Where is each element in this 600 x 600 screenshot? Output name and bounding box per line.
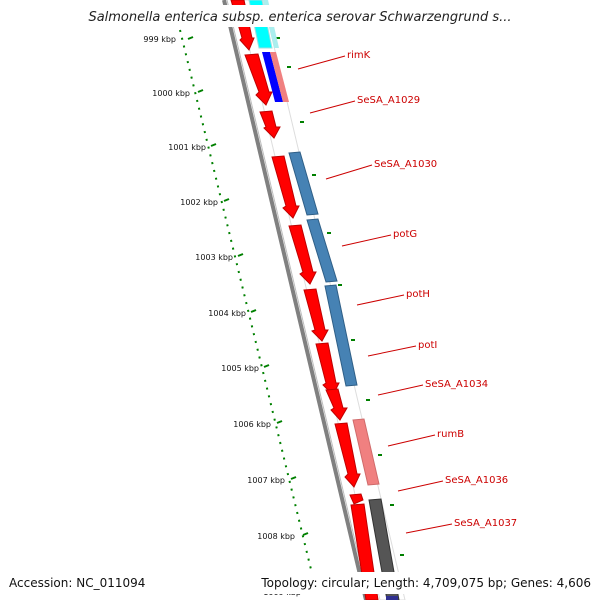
gene-label: SeSA_A1036 xyxy=(445,475,508,486)
gene-label: rimK xyxy=(347,50,371,61)
kbp-tick-label: 1007 kbp xyxy=(247,476,285,485)
steel-blue-feature xyxy=(288,151,319,216)
gene-arrow xyxy=(271,155,300,219)
label-leader-group xyxy=(297,55,453,534)
blue-feature xyxy=(262,52,283,102)
gene-label-group: rimK SeSA_A1029 SeSA_A1030 potG potH pot… xyxy=(347,50,517,529)
topology-text: Topology: circular; Length: 4,709,075 bp… xyxy=(260,576,591,590)
kbp-axis xyxy=(179,29,317,591)
kbp-tick-label: 999 kbp xyxy=(143,35,176,44)
gene-arrow xyxy=(349,493,364,505)
gene-label: potI xyxy=(418,340,437,351)
gene-label: SeSA_A1030 xyxy=(374,159,437,170)
gene-label: SeSA_A1034 xyxy=(425,379,488,390)
map-title: Salmonella enterica subsp. enterica sero… xyxy=(88,10,511,25)
kbp-tick-label: 1000 kbp xyxy=(152,89,190,98)
gene-arrow-group xyxy=(230,0,379,600)
gene-arrow xyxy=(259,110,281,139)
gene-arrow xyxy=(303,288,329,342)
light-red-feature xyxy=(352,418,380,486)
gene-label: SeSA_A1029 xyxy=(357,95,420,106)
gene-arrow xyxy=(288,224,317,285)
light-red-feature xyxy=(270,52,289,102)
accession-text: Accession: NC_011094 xyxy=(9,576,145,590)
kbp-tick-label: 1004 kbp xyxy=(208,309,246,318)
kbp-tick-label: 1008 kbp xyxy=(257,532,295,541)
feature-peek xyxy=(386,596,398,600)
gene-arrow xyxy=(244,53,273,106)
gene-arrow xyxy=(325,388,348,421)
gene-label: SeSA_A1037 xyxy=(454,518,517,529)
kbp-tick-label: 1002 kbp xyxy=(180,198,218,207)
kbp-tick-label: 1006 kbp xyxy=(233,420,271,429)
gene-label: rumB xyxy=(437,429,464,440)
steel-blue-feature xyxy=(306,218,338,283)
footer-backing xyxy=(0,572,600,594)
steel-blue-feature xyxy=(324,284,358,387)
gene-label: potH xyxy=(406,289,430,300)
gene-arrow xyxy=(334,422,361,488)
title-backing xyxy=(60,5,530,27)
genome-backbone xyxy=(222,0,370,600)
kbp-tick-label: 1003 kbp xyxy=(195,253,233,262)
kbp-tick-label: 1005 kbp xyxy=(221,364,259,373)
kbp-tick-label: 1001 kbp xyxy=(168,143,206,152)
gene-label: potG xyxy=(393,229,417,240)
